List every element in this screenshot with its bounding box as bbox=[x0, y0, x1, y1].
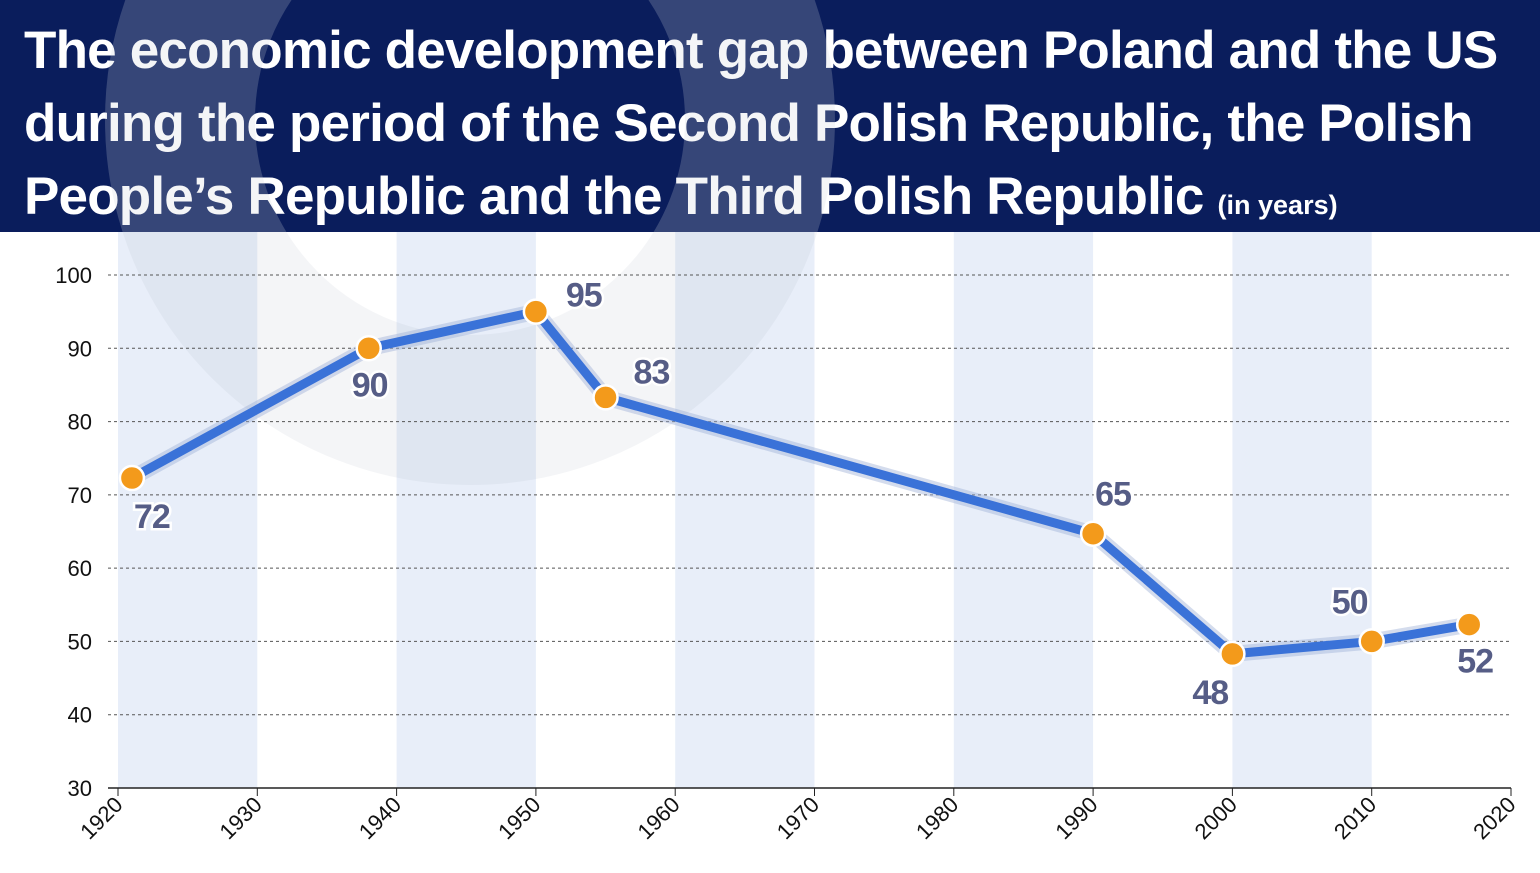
watermark-logo-top bbox=[105, 0, 835, 232]
decade-band-2000 bbox=[1232, 232, 1372, 788]
data-point-2000 bbox=[1219, 640, 1246, 668]
data-label-1950: 95 bbox=[566, 277, 602, 315]
x-tick-label-1980: 1980 bbox=[911, 792, 963, 844]
data-point-2017 bbox=[1455, 611, 1483, 638]
data-point-1921 bbox=[118, 464, 146, 492]
x-tick-label-1990: 1990 bbox=[1050, 792, 1102, 844]
y-axis: 30 40 50 60 70 80 90 100 bbox=[55, 263, 92, 801]
chart-title-unit: (in years) bbox=[1217, 190, 1338, 220]
x-tick-label-2000: 2000 bbox=[1190, 792, 1242, 844]
y-tick-label-80: 80 bbox=[68, 410, 92, 435]
x-tick-label-1940: 1940 bbox=[354, 792, 406, 844]
data-label-1938: 90 bbox=[352, 366, 388, 404]
x-tick-label-1960: 1960 bbox=[632, 792, 684, 844]
y-tick-label-50: 50 bbox=[68, 629, 92, 654]
data-label-2017: 52 bbox=[1457, 643, 1493, 681]
series-group bbox=[118, 298, 1483, 668]
x-tick-label-2020: 2020 bbox=[1468, 792, 1520, 844]
data-label-2000: 48 bbox=[1192, 674, 1228, 712]
x-tick-label-1970: 1970 bbox=[772, 792, 824, 844]
data-label-1955: 83 bbox=[634, 353, 670, 391]
data-label-1990: 65 bbox=[1095, 476, 1131, 514]
data-label-2010: 50 bbox=[1332, 583, 1368, 621]
chart-title: The economic development gap between Pol… bbox=[24, 14, 1524, 232]
y-tick-label-40: 40 bbox=[68, 703, 92, 728]
chart-title-text: The economic development gap between Pol… bbox=[24, 21, 1498, 226]
y-tick-label-100: 100 bbox=[55, 263, 92, 288]
data-labels: 72 90 95 83 65 48 50 52 bbox=[131, 274, 1496, 714]
data-point-1990 bbox=[1079, 520, 1107, 547]
y-tick-label-60: 60 bbox=[68, 556, 92, 581]
watermark-logo bbox=[105, 0, 835, 485]
x-tick-label-1930: 1930 bbox=[215, 792, 267, 844]
data-point-1950 bbox=[522, 298, 550, 325]
data-point-1955 bbox=[592, 384, 619, 411]
data-point-1938 bbox=[355, 335, 382, 362]
y-tick-label-30: 30 bbox=[68, 776, 92, 801]
series-line bbox=[127, 307, 1474, 659]
y-tick-label-90: 90 bbox=[68, 336, 92, 361]
data-point-2010 bbox=[1358, 628, 1385, 655]
x-tick-label-1950: 1950 bbox=[493, 792, 545, 844]
header-banner: The economic development gap between Pol… bbox=[0, 0, 1540, 232]
x-tick-label-2010: 2010 bbox=[1329, 792, 1381, 844]
data-label-1921: 72 bbox=[134, 498, 170, 536]
decade-band-1920 bbox=[118, 232, 258, 788]
gridlines bbox=[108, 274, 1511, 789]
x-axis: 1920 1930 1940 1950 1960 1970 1980 1990 2000 2010… bbox=[75, 788, 1521, 844]
y-tick-label-70: 70 bbox=[68, 483, 92, 508]
decade-band-1960 bbox=[675, 232, 815, 788]
